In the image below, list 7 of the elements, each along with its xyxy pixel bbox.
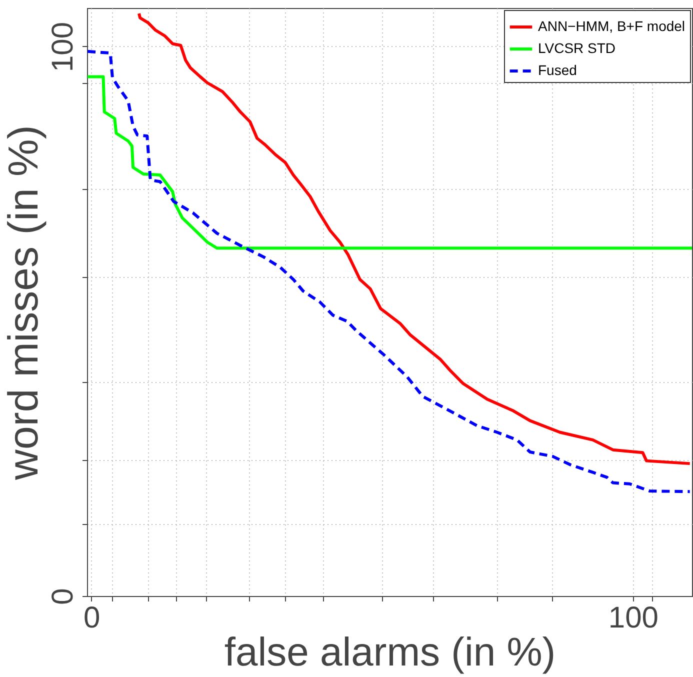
line-series [137, 12, 692, 466]
legend-label: Fused [538, 62, 577, 78]
x-axis-title: false alarms (in %) [224, 630, 556, 674]
y-axis-title: word misses (in %) [0, 125, 46, 481]
legend-label: LVCSR STD [538, 40, 616, 56]
legend-label: ANN−HMM, B+F model [538, 18, 686, 34]
line-series [86, 75, 693, 250]
